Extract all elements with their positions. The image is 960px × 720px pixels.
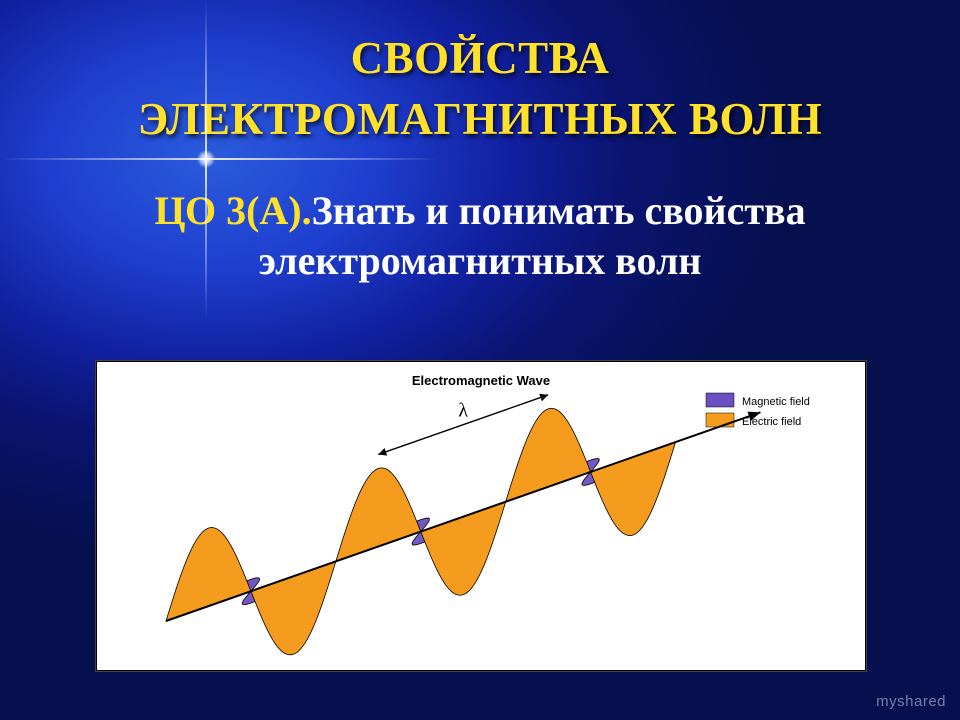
watermark: myshared xyxy=(876,693,946,710)
svg-text:λ: λ xyxy=(458,400,468,422)
objective-code: ЦО 3(А). xyxy=(154,188,311,233)
svg-text:Electromagnetic Wave: Electromagnetic Wave xyxy=(412,373,550,388)
slide: СВОЙСТВА ЭЛЕКТРОМАГНИТНЫХ ВОЛН ЦО 3(А).З… xyxy=(0,0,960,720)
title-line-1: СВОЙСТВА xyxy=(351,33,610,83)
lens-flare-core xyxy=(197,150,215,168)
em-wave-svg: Electromagnetic WaveMagnetic fieldElectr… xyxy=(96,361,866,671)
objective-text: Знать и понимать свойства электромагнитн… xyxy=(259,188,806,283)
lens-flare-horizontal xyxy=(0,158,440,160)
title-line-2: ЭЛЕКТРОМАГНИТНЫХ ВОЛН xyxy=(138,94,822,144)
slide-title: СВОЙСТВА ЭЛЕКТРОМАГНИТНЫХ ВОЛН xyxy=(0,28,960,150)
svg-text:Magnetic field: Magnetic field xyxy=(742,396,810,408)
em-wave-diagram: Electromagnetic WaveMagnetic fieldElectr… xyxy=(95,360,867,672)
objective-block: ЦО 3(А).Знать и понимать свойства электр… xyxy=(0,186,960,286)
